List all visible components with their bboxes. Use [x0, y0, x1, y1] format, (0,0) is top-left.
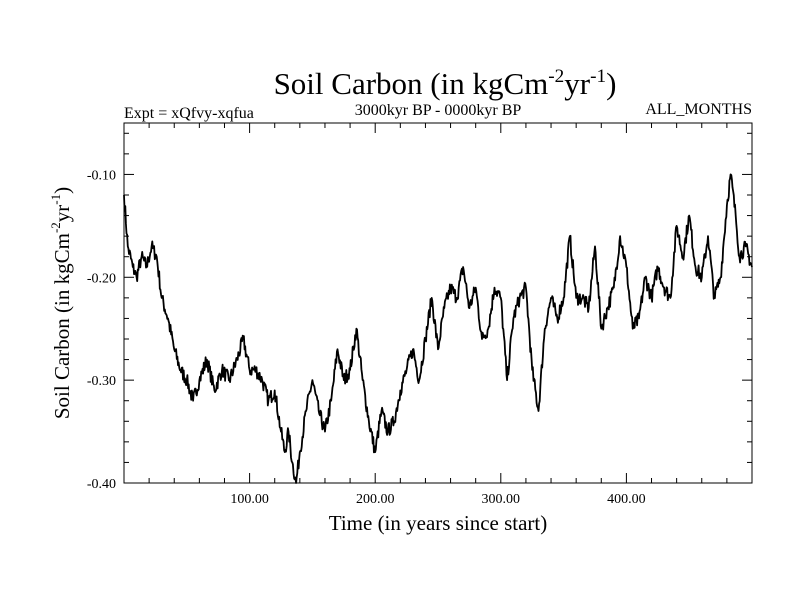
y-axis-label-mid: yr — [50, 205, 74, 223]
subtitle-center: 3000kyr BP - 0000kyr BP — [355, 102, 522, 119]
x-axis-ticks: 100.00 200.00 300.00 400.00 — [148, 123, 728, 507]
subtitle-right: ALL_MONTHS — [645, 101, 752, 118]
plot-frame — [123, 122, 753, 484]
x-tick-label: 400.00 — [607, 492, 646, 507]
y-axis-ticks: -0.40 -0.30 -0.20 -0.10 — [87, 132, 752, 492]
x-tick-label: 100.00 — [230, 492, 269, 507]
x-tick-label: 300.00 — [482, 492, 521, 507]
chart-title-main: Soil Carbon (in kgCm — [274, 66, 549, 101]
y-axis-label-exp1: -2 — [48, 222, 63, 233]
y-tick-label: -0.20 — [87, 271, 116, 286]
y-axis-label-exp2: -1 — [48, 194, 63, 205]
chart-title-end: ) — [606, 66, 616, 101]
y-axis-label: Soil Carbon (in kgCm-2yr-1) — [48, 187, 74, 419]
y-axis-label-end: ) — [50, 187, 74, 194]
chart-title-mid: yr — [564, 66, 591, 101]
y-tick-label: -0.10 — [87, 168, 116, 183]
y-tick-label: -0.30 — [87, 374, 116, 389]
chart-title-exp1: -2 — [548, 66, 564, 87]
subtitle-left: Expt = xQfvy-xqfua — [124, 105, 254, 122]
y-axis-label-main: Soil Carbon (in kgCm — [50, 233, 74, 419]
x-axis-label: Time (in years since start) — [329, 511, 548, 535]
chart-title-exp2: -1 — [590, 66, 606, 87]
x-tick-label: 200.00 — [356, 492, 395, 507]
chart-title: Soil Carbon (in kgCm-2yr-1) — [274, 66, 617, 101]
y-tick-label: -0.40 — [87, 477, 116, 492]
series-line-soil-carbon — [123, 173, 753, 484]
